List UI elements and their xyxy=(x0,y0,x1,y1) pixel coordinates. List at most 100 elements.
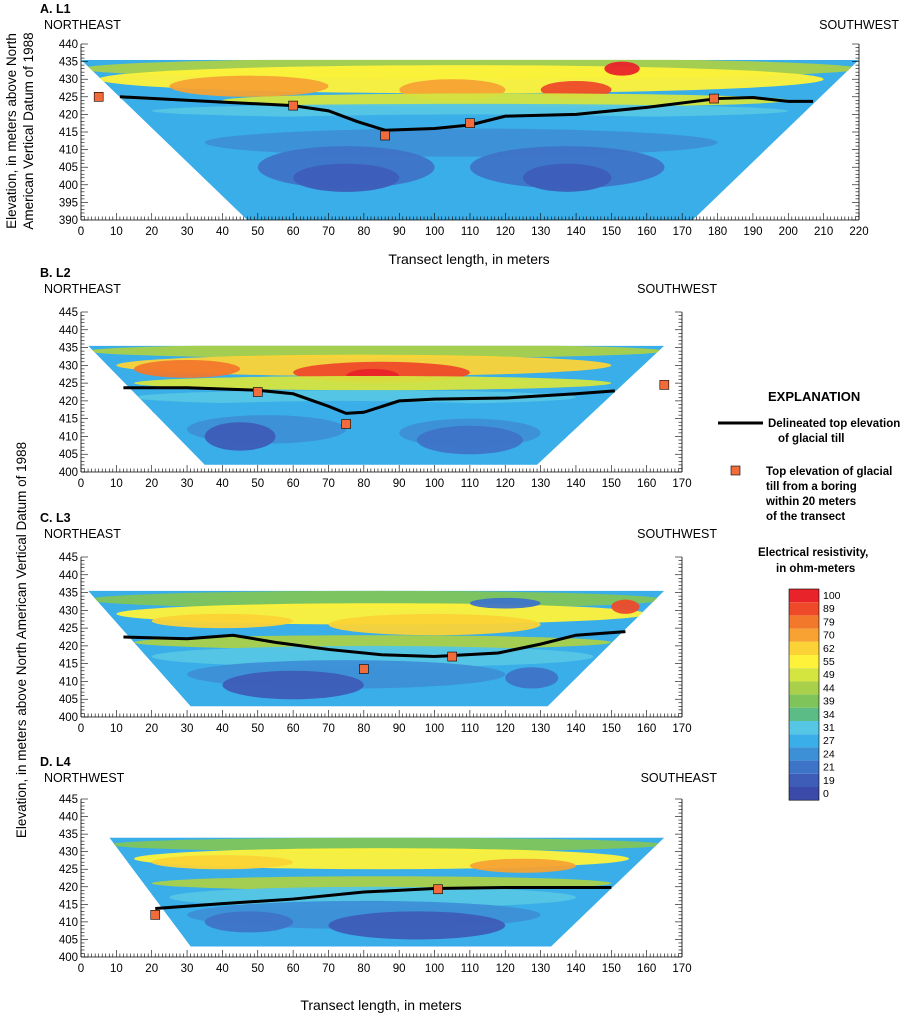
legend-boring-marker xyxy=(730,465,741,476)
x-tick-label: 140 xyxy=(566,963,585,975)
y-tick-label: 425 xyxy=(59,864,78,876)
scale-swatch xyxy=(789,641,819,655)
y-tick-label: 425 xyxy=(59,623,78,635)
scale-value: 79 xyxy=(823,616,835,628)
glacial-till-line xyxy=(123,630,626,659)
panel-letter: A. L1 xyxy=(40,2,71,16)
resistivity-zone xyxy=(204,422,276,451)
scale-value: 31 xyxy=(823,722,835,734)
x-tick-label: 120 xyxy=(496,723,515,735)
boring-marker xyxy=(93,92,104,102)
scale-value: 100 xyxy=(823,590,841,602)
x-tick-label: 40 xyxy=(216,723,229,735)
x-tick-label: 0 xyxy=(78,963,84,975)
x-tick-label: 20 xyxy=(145,723,158,735)
legend-title: EXPLANATION xyxy=(768,389,860,404)
resistivity-zone xyxy=(151,645,594,668)
y-tick-label: 405 xyxy=(59,449,78,461)
y-tick-label: 415 xyxy=(59,127,78,139)
scale-value: 34 xyxy=(823,709,835,721)
x-tick-label: 160 xyxy=(637,963,656,975)
y-tick-label: 410 xyxy=(59,676,78,688)
scale-swatch xyxy=(789,615,819,629)
x-tick-label: 100 xyxy=(425,478,444,490)
resistivity-zone xyxy=(109,837,665,852)
glacial-till-line xyxy=(123,386,615,415)
boring-marker xyxy=(659,380,670,390)
x-tick-label: 20 xyxy=(145,963,158,975)
x-tick-label: 60 xyxy=(287,478,300,490)
x-tick-label: 80 xyxy=(358,226,371,238)
scale-swatch xyxy=(789,760,819,774)
x-tick-label: 150 xyxy=(602,963,621,975)
y-tick-label: 410 xyxy=(59,917,78,929)
x-tick-label: 0 xyxy=(78,723,84,735)
x-tick-label: 140 xyxy=(566,226,585,238)
x-tick-label: 150 xyxy=(602,478,621,490)
x-tick-label: 130 xyxy=(531,723,550,735)
scale-swatch xyxy=(789,681,819,695)
resistivity-section xyxy=(88,590,665,707)
resistivity-section xyxy=(81,59,859,221)
x-tick-label: 210 xyxy=(814,226,833,238)
x-tick-label: 50 xyxy=(251,963,264,975)
resistivity-zone xyxy=(328,613,541,636)
scale-value: 27 xyxy=(823,735,835,747)
resistivity-zone xyxy=(204,128,718,157)
x-tick-label: 70 xyxy=(322,723,335,735)
y-tick-label: 415 xyxy=(59,414,78,426)
scale-swatch xyxy=(789,655,819,669)
y-tick-label: 425 xyxy=(59,378,78,390)
scale-value: 70 xyxy=(823,630,835,642)
resistivity-zone xyxy=(611,599,640,614)
scale-title-1: Electrical resistivity, xyxy=(758,547,868,559)
y-tick-label: 440 xyxy=(59,812,78,824)
boring-marker xyxy=(465,118,475,128)
x-tick-label: 120 xyxy=(496,226,515,238)
x-tick-label: 150 xyxy=(602,723,621,735)
scale-value: 44 xyxy=(823,682,835,694)
y-tick-label: 440 xyxy=(59,39,78,51)
x-tick-label: 10 xyxy=(110,963,123,975)
y-tick-label: 440 xyxy=(59,570,78,582)
scale-swatch xyxy=(789,721,819,735)
x-tick-label: 110 xyxy=(461,723,479,735)
glacial-till-line xyxy=(155,885,612,911)
x-tick-label: 110 xyxy=(461,963,479,975)
resistivity-zone xyxy=(134,390,576,405)
scale-swatch xyxy=(789,707,819,721)
y-tick-label: 440 xyxy=(59,325,78,337)
scale-value: 39 xyxy=(823,696,835,708)
resistivity-zone xyxy=(134,360,241,378)
x-tick-label: 30 xyxy=(181,226,194,238)
y-tick-label: 415 xyxy=(59,899,78,911)
x-tick-label: 50 xyxy=(251,478,264,490)
scale-value: 21 xyxy=(823,762,835,774)
boring-marker xyxy=(150,910,161,920)
legend-line-label-1: Delineated top elevation xyxy=(768,418,900,430)
x-tick-label: 150 xyxy=(602,226,621,238)
boring-marker xyxy=(709,93,719,104)
y-tick-label: 445 xyxy=(59,552,78,564)
legend-marker-label-3: within 20 meters xyxy=(765,496,856,508)
y-tick-label: 410 xyxy=(59,431,78,443)
boring-marker xyxy=(288,100,298,111)
panel-left-direction: NORTHWEST xyxy=(44,771,125,785)
y-tick-label: 400 xyxy=(59,180,78,192)
x-tick-label: 200 xyxy=(779,226,798,238)
scale-border xyxy=(788,588,820,801)
x-tick-label: 40 xyxy=(216,226,229,238)
resistivity-zone xyxy=(204,911,294,933)
x-tick-label: 100 xyxy=(425,963,444,975)
legend-marker-label-4: of the transect xyxy=(766,511,845,523)
y-tick-label: 405 xyxy=(59,694,78,706)
x-tick-label: 10 xyxy=(110,478,123,490)
resistivity-zone xyxy=(416,425,523,455)
x-tick-label: 100 xyxy=(425,723,444,735)
x-tick-label: 90 xyxy=(393,226,406,238)
x-tick-label: 50 xyxy=(251,226,264,238)
scale-swatch xyxy=(789,787,819,801)
y-tick-label: 435 xyxy=(59,57,78,69)
